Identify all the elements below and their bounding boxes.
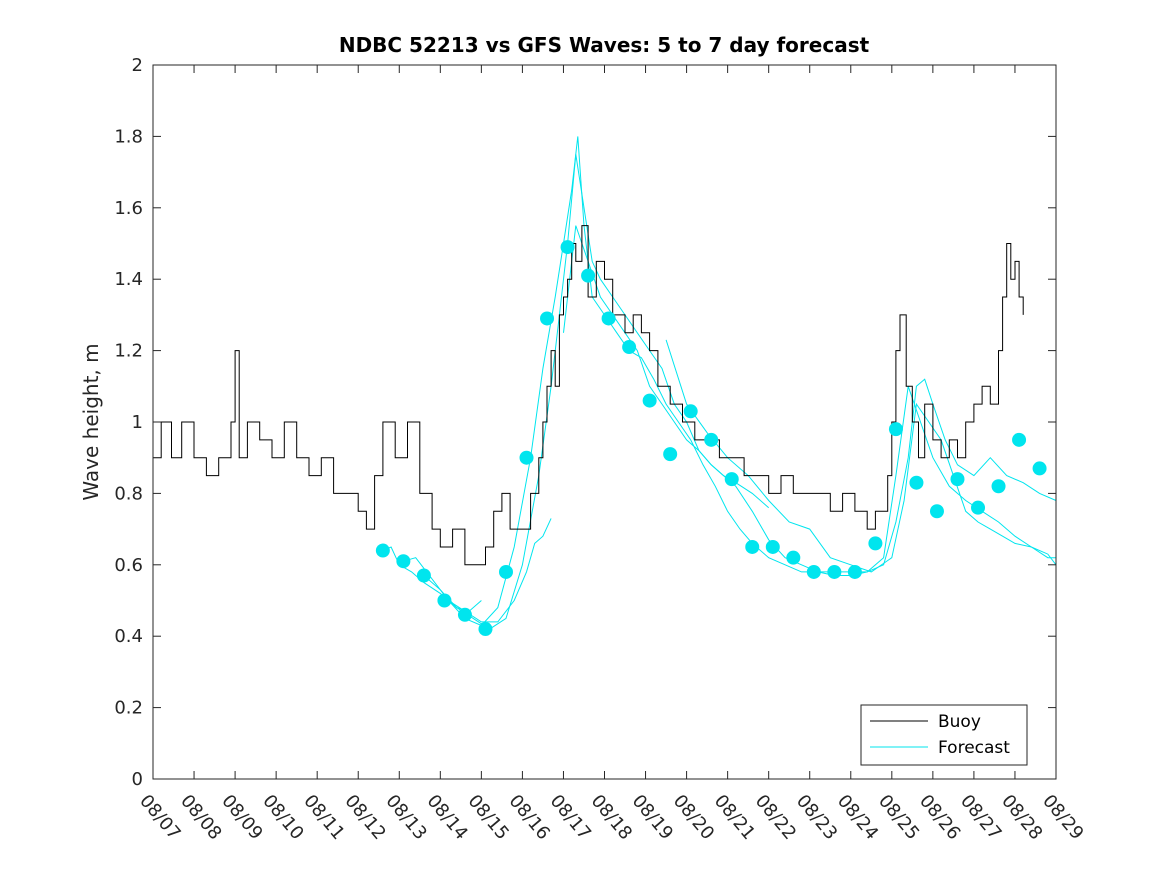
forecast-marker xyxy=(806,564,821,579)
legend: Buoy Forecast xyxy=(860,704,1028,766)
forecast-marker xyxy=(642,393,657,408)
legend-label: Buoy xyxy=(938,712,981,732)
legend-box xyxy=(860,704,1028,766)
y-tick-label: 2 xyxy=(132,55,143,76)
forecast-marker xyxy=(827,564,842,579)
forecast-marker xyxy=(437,593,452,608)
y-tick-label: 1 xyxy=(132,412,143,433)
y-tick-label: 0.8 xyxy=(114,483,143,504)
forecast-marker xyxy=(909,475,924,490)
forecast-marker xyxy=(704,432,719,447)
forecast-marker xyxy=(950,472,965,487)
forecast-marker xyxy=(663,447,678,462)
forecast-marker xyxy=(888,422,903,437)
forecast-marker xyxy=(683,404,698,419)
forecast-marker xyxy=(786,550,801,565)
legend-label: Forecast xyxy=(938,738,1010,758)
forecast-marker xyxy=(991,479,1006,494)
forecast-marker xyxy=(457,607,472,622)
y-tick-label: 1.6 xyxy=(114,198,143,219)
forecast-marker xyxy=(622,340,637,355)
forecast-marker xyxy=(765,539,780,554)
forecast-marker xyxy=(745,539,760,554)
forecast-marker xyxy=(601,311,616,326)
forecast-marker xyxy=(396,554,411,569)
forecast-marker xyxy=(724,472,739,487)
forecast-marker xyxy=(519,450,534,465)
y-tick-label: 0.2 xyxy=(114,698,143,719)
y-tick-label: 1.4 xyxy=(114,269,143,290)
buoy-line xyxy=(153,225,1024,566)
forecast-marker xyxy=(847,564,862,579)
y-tick-label: 0.6 xyxy=(114,555,143,576)
forecast-marker xyxy=(540,311,555,326)
y-axis-label-group: Wave height, m xyxy=(79,343,103,500)
forecast-marker xyxy=(868,536,883,551)
forecast-marker xyxy=(581,268,596,283)
forecast-marker xyxy=(560,240,575,255)
chart-title: NDBC 52213 vs GFS Waves: 5 to 7 day fore… xyxy=(339,33,870,57)
plot-area xyxy=(153,136,1057,637)
forecast-marker xyxy=(416,568,431,583)
y-tick-label: 1.2 xyxy=(114,341,143,362)
y-axis: 0 0.2 0.4 0.6 0.8 1 1.2 1.4 1.6 1.8 2 xyxy=(114,55,1056,790)
y-tick-label: 0 xyxy=(132,769,143,790)
forecast-marker xyxy=(498,564,513,579)
y-tick-label: 0.4 xyxy=(114,626,143,647)
forecast-marker xyxy=(1032,461,1047,476)
forecast-line xyxy=(448,136,1057,627)
forecast-marker xyxy=(375,543,390,558)
y-axis-label: Wave height, m xyxy=(79,343,103,500)
forecast-marker xyxy=(478,622,493,637)
forecast-marker xyxy=(929,504,944,519)
forecast-marker xyxy=(971,500,986,515)
y-tick-label: 1.8 xyxy=(114,126,143,147)
forecast-marker xyxy=(1012,432,1027,447)
